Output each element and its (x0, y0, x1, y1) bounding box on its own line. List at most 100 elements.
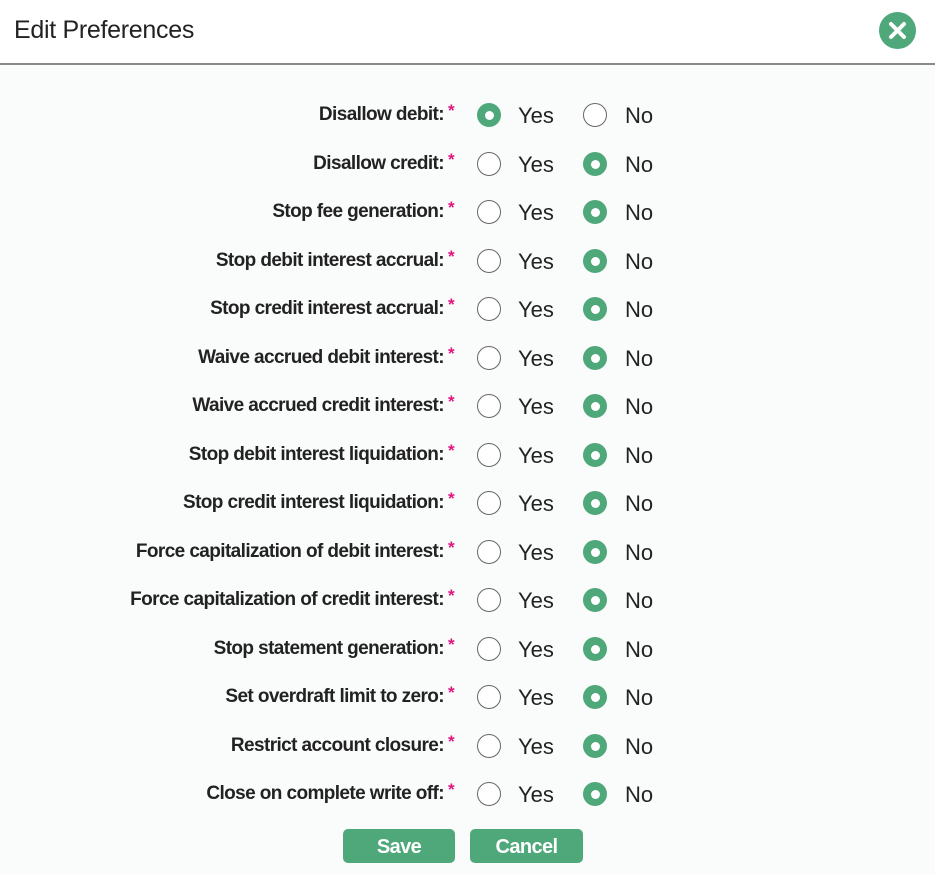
radio-yes[interactable] (477, 539, 501, 564)
preference-label: Stop fee generation: (272, 201, 444, 222)
close-button[interactable] (879, 12, 916, 49)
dialog-title: Edit Preferences (14, 16, 195, 44)
cancel-button[interactable]: Cancel (470, 829, 583, 863)
radio-no[interactable] (583, 782, 607, 806)
radio-yes[interactable] (477, 297, 501, 321)
option-yes-label[interactable]: Yes (518, 442, 554, 468)
preference-row: Waive accrued debit interest: * Yes No (0, 343, 935, 386)
radio-yes[interactable] (477, 685, 501, 709)
preference-label: Close on complete write off: (206, 783, 444, 804)
preference-row: Force capitalization of credit interest:… (0, 586, 935, 628)
option-yes-label[interactable]: Yes (518, 588, 554, 613)
option-no-label[interactable]: No (625, 442, 654, 468)
option-yes-label[interactable]: Yes (518, 733, 554, 759)
preference-label: Restrict account closure: (230, 734, 445, 756)
preference-label: Stop statement generation: (213, 637, 445, 659)
radio-no[interactable] (583, 151, 607, 176)
option-no-label[interactable]: No (625, 200, 654, 225)
option-no-label[interactable]: No (625, 248, 654, 274)
radio-yes[interactable] (477, 103, 501, 127)
save-button[interactable]: Save (343, 829, 455, 863)
required-marker: * (448, 246, 455, 266)
option-no-label[interactable]: No (625, 636, 654, 662)
radio-yes[interactable] (477, 200, 501, 224)
radio-no[interactable] (583, 685, 607, 709)
option-no-label[interactable]: No (625, 733, 654, 759)
option-no-label[interactable]: No (625, 103, 654, 128)
option-yes-label[interactable]: Yes (518, 345, 554, 371)
option-yes-label[interactable]: Yes (518, 539, 554, 565)
radio-yes[interactable] (477, 151, 501, 176)
option-no-label[interactable]: No (625, 685, 654, 710)
required-marker: * (448, 440, 455, 460)
required-marker: * (448, 295, 455, 314)
option-yes-label[interactable]: Yes (518, 636, 554, 662)
option-yes-label[interactable]: Yes (518, 248, 554, 274)
required-marker: * (448, 586, 455, 605)
option-no-label[interactable]: No (625, 539, 654, 565)
option-yes-label[interactable]: Yes (518, 685, 554, 710)
radio-no[interactable] (583, 588, 607, 612)
option-no-label[interactable]: No (625, 782, 654, 807)
preference-row: Disallow credit: * Yes No (0, 149, 935, 192)
dialog-header: Edit Preferences (0, 0, 935, 65)
close-icon (889, 22, 906, 39)
radio-no[interactable] (583, 491, 607, 515)
radio-no[interactable] (583, 248, 607, 273)
option-yes-label[interactable]: Yes (518, 297, 554, 322)
required-marker: * (448, 101, 455, 120)
radio-no[interactable] (583, 539, 607, 564)
preference-row: Stop credit interest accrual: * Yes No (0, 295, 935, 337)
preference-label: Stop debit interest accrual: (215, 249, 445, 271)
preference-row: Stop debit interest accrual: * Yes No (0, 246, 935, 289)
required-marker: * (448, 489, 455, 508)
preference-row: Restrict account closure: * Yes No (0, 731, 935, 774)
option-yes-label[interactable]: Yes (518, 200, 554, 225)
radio-no[interactable] (583, 636, 607, 661)
option-no-label[interactable]: No (625, 151, 654, 177)
option-no-label[interactable]: No (625, 394, 654, 419)
radio-no[interactable] (583, 394, 607, 418)
required-marker: * (448, 634, 455, 654)
radio-no[interactable] (583, 442, 607, 467)
radio-yes[interactable] (477, 345, 501, 370)
radio-no[interactable] (583, 345, 607, 370)
preference-label: Disallow debit: (318, 104, 445, 125)
radio-yes[interactable] (477, 636, 501, 661)
radio-yes[interactable] (477, 782, 501, 806)
radio-yes[interactable] (477, 733, 501, 758)
preference-row: Stop credit interest liquidation: * Yes No (0, 489, 935, 531)
preference-label: Stop credit interest liquidation: (183, 492, 445, 513)
preference-row: Stop statement generation: * Yes No (0, 634, 935, 677)
required-marker: * (448, 343, 455, 363)
required-marker: * (448, 392, 455, 411)
required-marker: * (448, 780, 455, 799)
option-yes-label[interactable]: Yes (518, 782, 554, 807)
required-marker: * (448, 731, 455, 751)
option-no-label[interactable]: No (625, 588, 654, 613)
preference-label: Force capitalization of credit interest: (130, 589, 444, 610)
option-yes-label[interactable]: Yes (518, 491, 554, 516)
radio-no[interactable] (583, 733, 607, 758)
preference-label: Set overdraft limit to zero: (225, 686, 444, 707)
option-no-label[interactable]: No (625, 297, 654, 322)
radio-yes[interactable] (477, 588, 501, 612)
preference-row: Waive accrued credit interest: * Yes No (0, 392, 935, 434)
preference-row: Force capitalization of debit interest: *… (0, 538, 935, 580)
radio-yes[interactable] (477, 442, 501, 467)
option-no-label[interactable]: No (625, 491, 654, 516)
radio-yes[interactable] (477, 248, 501, 273)
radio-yes[interactable] (477, 491, 501, 515)
option-yes-label[interactable]: Yes (518, 103, 554, 128)
preference-label: Stop debit interest liquidation: (188, 443, 445, 465)
required-marker: * (448, 149, 455, 169)
radio-no[interactable] (583, 103, 607, 127)
radio-no[interactable] (583, 297, 607, 321)
radio-yes[interactable] (477, 394, 501, 418)
radio-no[interactable] (583, 200, 607, 224)
option-no-label[interactable]: No (625, 345, 654, 371)
option-yes-label[interactable]: Yes (518, 151, 554, 177)
option-yes-label[interactable]: Yes (518, 394, 554, 419)
preference-row: Disallow debit: * Yes No (0, 101, 935, 143)
preference-label: Waive accrued debit interest: (198, 346, 444, 368)
